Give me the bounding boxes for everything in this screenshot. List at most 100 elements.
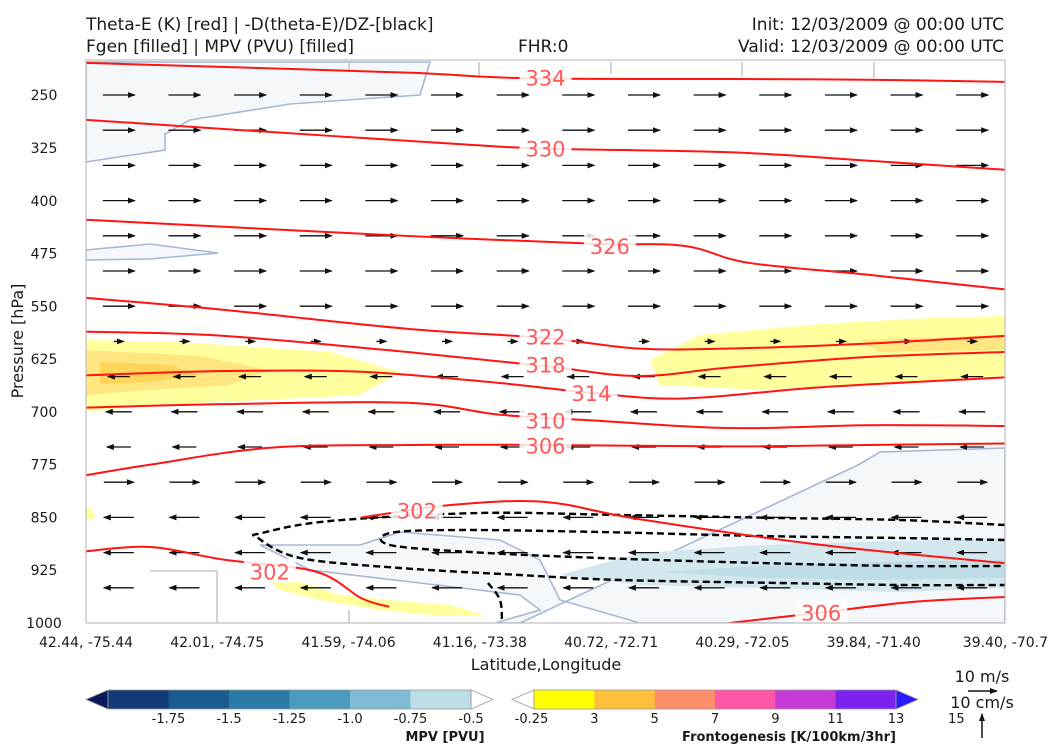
theta-e-contour-314-5 (86, 369, 1005, 400)
x-tick-label-7: 39.40, -70.7 (963, 635, 1048, 651)
fgen-colorbar-title: Frontogenesis [K/100km/3hr] (682, 730, 896, 745)
theta-e-label-3: 322 (519, 323, 572, 350)
theta-e-contour-302-9 (361, 500, 1005, 565)
wind-ref-u-label: 10 m/s (955, 667, 1010, 686)
y-tick-label-1: 325 (31, 141, 58, 157)
x-tick-label-0: 42.44, -75.44 (39, 635, 133, 651)
theta-e-label-1: 330 (519, 135, 572, 162)
mpv-colorbar-tick-6: -0.25 (515, 712, 549, 727)
filled-region-9 (860, 335, 1005, 352)
fgen-colorbar-tick-3: 9 (771, 712, 779, 727)
fgen-colorbar-tick-4: 11 (827, 712, 844, 727)
fgen-colorbar-segment-5 (775, 690, 837, 709)
theta-e-label-10: 306 (795, 599, 848, 625)
fgen-colorbar-segment-1 (534, 690, 595, 709)
theta-e-label-bg (519, 432, 572, 457)
y-tick-label-3: 475 (31, 247, 58, 263)
x-tick-label-4: 40.72, -72.71 (564, 635, 658, 651)
mpv-colorbar-extend-right (470, 689, 495, 710)
plot-frame (85, 59, 1006, 624)
mpv-colorbar-segment-1 (108, 690, 169, 709)
theta-e-label-text: 302 (250, 561, 290, 585)
x-tick-label-1: 42.01, -74.75 (170, 635, 264, 651)
y-tick-label-6: 700 (31, 405, 58, 421)
theta-e-label-bg (519, 64, 572, 89)
mpv-colorbar-segment-6 (410, 690, 472, 709)
theta-e-contour-306-7 (86, 442, 1005, 477)
mpv-colorbar-title: MPV [PVU] (405, 730, 484, 745)
mpv-colorbar-segment-5 (350, 690, 411, 709)
stability-contour-2 (487, 582, 504, 623)
fgen-colorbar-tick-2: 7 (711, 712, 719, 727)
theta-e-label-5: 314 (565, 379, 618, 406)
y-tick-label-8: 850 (31, 510, 58, 526)
theta-e-label-text: 306 (525, 435, 565, 459)
y-tick-label-0: 250 (31, 88, 58, 104)
x-axis-label: Latitude,Longitude (471, 655, 622, 674)
theta-e-label-bg (243, 558, 296, 583)
theta-e-label-text: 310 (525, 409, 565, 433)
stability-contours (251, 511, 1005, 623)
y-axis-label: Pressure [hPa] (8, 284, 27, 399)
x-tick-label-5: 40.29, -72.05 (695, 635, 789, 651)
fgen-colorbar-segment-6 (835, 690, 897, 709)
mpv-colorbar-segment-3 (229, 690, 290, 709)
theta-e-label-text: 326 (590, 235, 630, 259)
filled-region-2 (259, 447, 1005, 623)
theta-e-label-text: 334 (525, 67, 565, 91)
mpv-colorbar-tick-1: -1.5 (216, 712, 241, 727)
y-tick-label-9: 925 (31, 563, 58, 579)
y-tick-label-10: 1000 (26, 616, 62, 632)
theta-e-label-bg (519, 351, 572, 376)
x-tick-label-2: 41.59, -74.06 (302, 635, 396, 651)
theta-e-label-8: 302 (243, 558, 296, 585)
theta-e-label-9: 302 (390, 497, 443, 523)
x-tick-label-3: 41.16, -73.38 (433, 635, 527, 651)
fgen-colorbar-segment-4 (715, 690, 776, 709)
theta-e-contour-326-2 (86, 218, 1005, 291)
theta-e-contour-322-3 (86, 296, 1005, 351)
mpv-colorbar-tick-4: -0.75 (394, 712, 428, 727)
theta-e-contour-306-10 (729, 595, 1005, 623)
fgen-colorbar-tick-5: 13 (888, 712, 905, 727)
chart-title-line1: Theta-E (K) [red] | -D(theta-E)/DZ-[blac… (86, 15, 434, 35)
fgen-colorbar-tick-6: 15 (948, 712, 965, 727)
terrain-line-0 (150, 570, 218, 623)
mpv-colorbar-segment-4 (289, 690, 351, 709)
filled-region-0 (86, 61, 432, 163)
fgen-colorbar-extend-right (895, 689, 920, 710)
colorbars: -1.75 -1.5 -1.25 -1.0 -0.75 -0.5 -0.25 MPV [PVU… (84, 689, 965, 745)
theta-e-label-4: 318 (519, 351, 572, 378)
y-tick-label-5: 625 (31, 352, 58, 368)
axes: 250 325 400 475 550 625 700 775 850 925 1000 42.44,… (8, 59, 1048, 674)
theta-e-label-bg (519, 323, 572, 348)
fgen-colorbar-tick-0: 3 (590, 712, 598, 727)
x-tick-label-6: 39.84, -71.40 (827, 635, 921, 651)
theta-e-contour-318-4 (86, 330, 1005, 377)
fgen-colorbar-extend-left (510, 689, 535, 710)
terrain-outline (150, 62, 875, 623)
y-tick-label-7: 775 (31, 458, 58, 474)
valid-time: Valid: 12/03/2009 @ 00:00 UTC (738, 37, 1004, 57)
forecast-hour: FHR:0 (518, 37, 569, 57)
mpv-colorbar: -1.75 -1.5 -1.25 -1.0 -0.75 -0.5 -0.25 MPV [PVU… (84, 689, 549, 745)
fgen-colorbar: 3 5 7 9 11 13 15 Frontogenesis [K/100km/3hr] (510, 689, 965, 745)
y-tick-label-2: 400 (31, 194, 58, 210)
filled-region-11 (262, 575, 485, 615)
theta-e-label-6: 310 (519, 407, 572, 433)
theta-e-label-bg (390, 497, 443, 522)
wind-reference: 10 m/s 10 cm/s (950, 667, 1014, 738)
wind-ref-w-label: 10 cm/s (950, 693, 1014, 712)
theta-e-label-text: 322 (525, 326, 565, 350)
mpv-colorbar-extend-left (84, 689, 109, 710)
y-tick-label-4: 550 (31, 299, 58, 315)
theta-e-label-text: 302 (397, 499, 437, 523)
fgen-colorbar-segment-3 (654, 690, 716, 709)
fgen-colorbar-segment-2 (594, 690, 656, 709)
init-time: Init: 12/03/2009 @ 00:00 UTC (751, 15, 1004, 35)
theta-e-label-bg (795, 599, 848, 624)
theta-e-label-text: 318 (525, 354, 565, 378)
filled-region-1 (86, 243, 219, 261)
